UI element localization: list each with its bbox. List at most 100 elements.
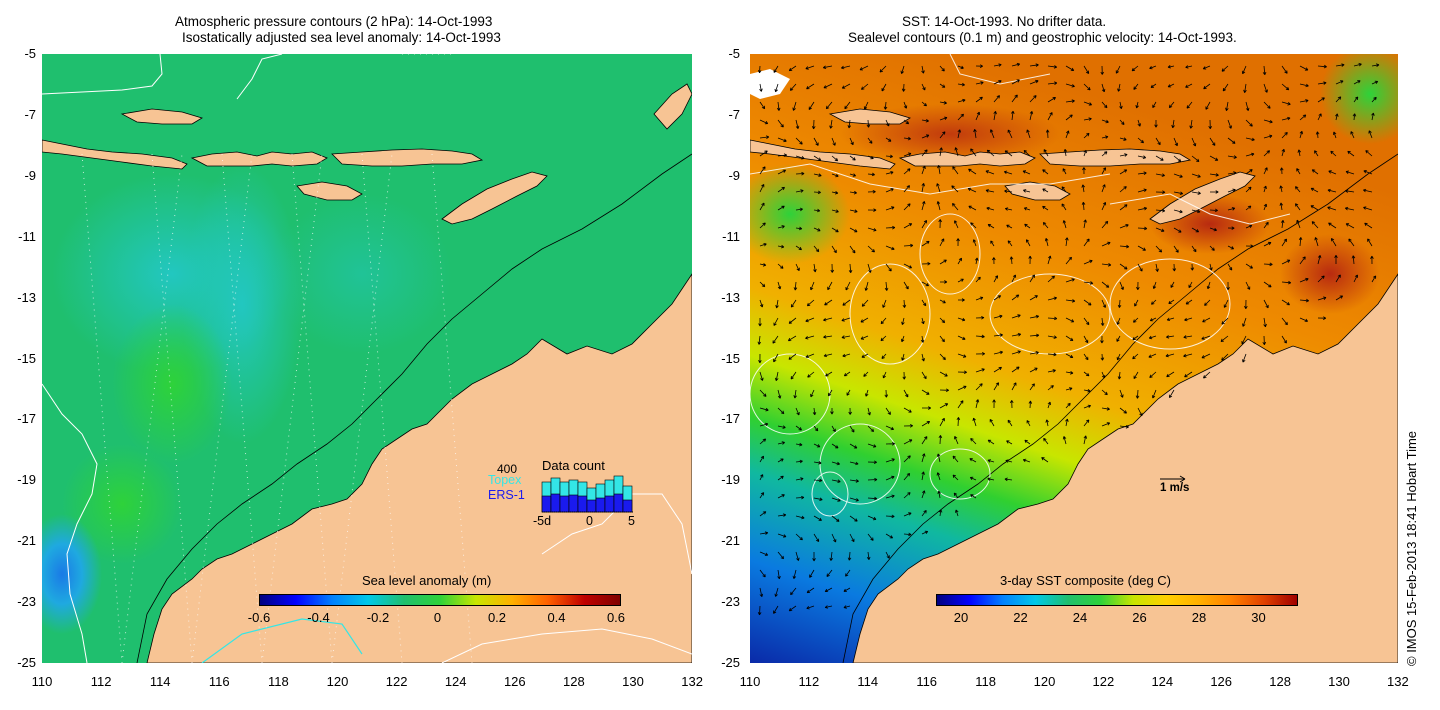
left-x-tick-9: 128 [563, 674, 585, 689]
velocity-arrow [775, 299, 779, 309]
right-x-tick-3: 116 [916, 674, 938, 689]
velocity-arrow [1209, 263, 1213, 271]
velocity-arrow [1003, 170, 1013, 175]
velocity-arrow [885, 154, 893, 159]
velocity-arrow [1011, 382, 1017, 391]
velocity-arrow [777, 186, 785, 193]
right-colorbar-tick-5: 30 [1251, 610, 1266, 625]
velocity-arrow [1137, 407, 1143, 417]
velocity-arrow [903, 424, 913, 428]
velocity-arrow [1209, 227, 1217, 232]
velocity-arrow [1280, 219, 1285, 229]
velocity-arrow [1172, 263, 1177, 272]
velocity-arrow [1166, 335, 1175, 339]
shelf-contour [136, 153, 692, 663]
velocity-arrow [1227, 155, 1237, 159]
velocity-arrow [1295, 203, 1301, 211]
velocity-arrow [805, 317, 815, 323]
velocity-arrow [849, 227, 858, 233]
velocity-arrow [1348, 238, 1355, 247]
velocity-arrow [1119, 153, 1128, 157]
velocity-arrow [867, 515, 877, 521]
velocity-arrow [1335, 96, 1342, 103]
velocity-arrow [847, 551, 852, 561]
velocity-arrow [957, 317, 966, 322]
velocity-arrow [1042, 188, 1049, 193]
ers-bar [577, 495, 588, 513]
velocity-arrow [1045, 419, 1049, 427]
velocity-arrow [757, 605, 762, 616]
velocity-arrow [975, 296, 984, 301]
velocity-arrow [1137, 245, 1146, 251]
australia-landmass-right [852, 273, 1398, 663]
velocity-arrow [1023, 189, 1031, 193]
velocity-arrow [1299, 114, 1307, 121]
velocity-arrow [1022, 170, 1031, 175]
velocity-arrow [863, 371, 869, 377]
velocity-arrow [1135, 389, 1140, 399]
left-colorbar-tick-1: -0.4 [307, 610, 330, 625]
velocity-arrow [987, 439, 995, 445]
velocity-arrow [1245, 244, 1254, 248]
velocity-arrow [1371, 96, 1377, 103]
velocity-arrow [759, 202, 765, 211]
velocity-arrow [1317, 113, 1322, 121]
velocity-arrow [861, 299, 869, 307]
velocity-arrow [1330, 150, 1337, 157]
velocity-arrow [1029, 333, 1040, 338]
velocity-arrow [957, 353, 967, 358]
velocity-arrow [1363, 206, 1373, 211]
velocity-arrow [795, 551, 800, 561]
velocity-arrow [1047, 401, 1051, 409]
velocity-arrow [903, 101, 908, 109]
velocity-arrow [777, 244, 785, 249]
velocity-arrow [1317, 97, 1325, 103]
velocity-arrow [1152, 389, 1157, 399]
velocity-arrow [880, 317, 887, 325]
velocity-arrow [968, 205, 977, 211]
velocity-arrow [1227, 207, 1236, 211]
velocity-arrow [809, 569, 815, 578]
velocity-arrow [1245, 169, 1253, 175]
velocity-arrow [881, 83, 887, 92]
velocity-arrow [968, 168, 977, 175]
velocity-arrow [975, 316, 985, 320]
velocity-arrow [849, 443, 858, 449]
velocity-arrow [921, 299, 927, 307]
velocity-arrow [1133, 317, 1139, 323]
velocity-arrow [776, 101, 781, 111]
velocity-arrow [975, 276, 981, 283]
velocity-arrow [1155, 190, 1166, 194]
velocity-arrow [805, 65, 815, 70]
velocity-arrow [1155, 137, 1161, 146]
velocity-arrow [795, 533, 803, 541]
velocity-arrow [975, 81, 984, 85]
left-x-tick-0: 110 [31, 674, 53, 689]
flores-island-right [1039, 148, 1192, 167]
velocity-arrow [939, 83, 946, 88]
right-y-tick-5: -15 [721, 350, 740, 366]
velocity-arrow [903, 119, 910, 125]
right-colorbar [936, 594, 1298, 606]
velocity-arrow [922, 406, 931, 410]
velocity-arrow [921, 65, 925, 74]
velocity-arrow [1210, 190, 1219, 194]
velocity-arrow [1004, 189, 1013, 194]
velocity-arrow [992, 399, 996, 409]
velocity-arrow [867, 425, 875, 432]
velocity-arrow [1044, 238, 1049, 247]
velocity-arrow [1047, 255, 1052, 265]
velocity-arrow [957, 82, 965, 87]
left-x-tick-3: 116 [208, 674, 230, 689]
velocity-arrow [993, 314, 1003, 319]
velocity-arrow [1317, 316, 1327, 320]
velocity-arrow [1119, 204, 1128, 211]
velocity-arrow [813, 208, 821, 213]
velocity-arrow [975, 334, 985, 339]
velocity-arrow [846, 389, 851, 396]
velocity-arrow [974, 257, 979, 265]
velocity-arrow [1299, 83, 1309, 88]
velocity-arrow [795, 207, 803, 212]
velocity-arrow [1327, 188, 1337, 193]
left-colorbar-tick-6: 0.6 [606, 610, 626, 625]
